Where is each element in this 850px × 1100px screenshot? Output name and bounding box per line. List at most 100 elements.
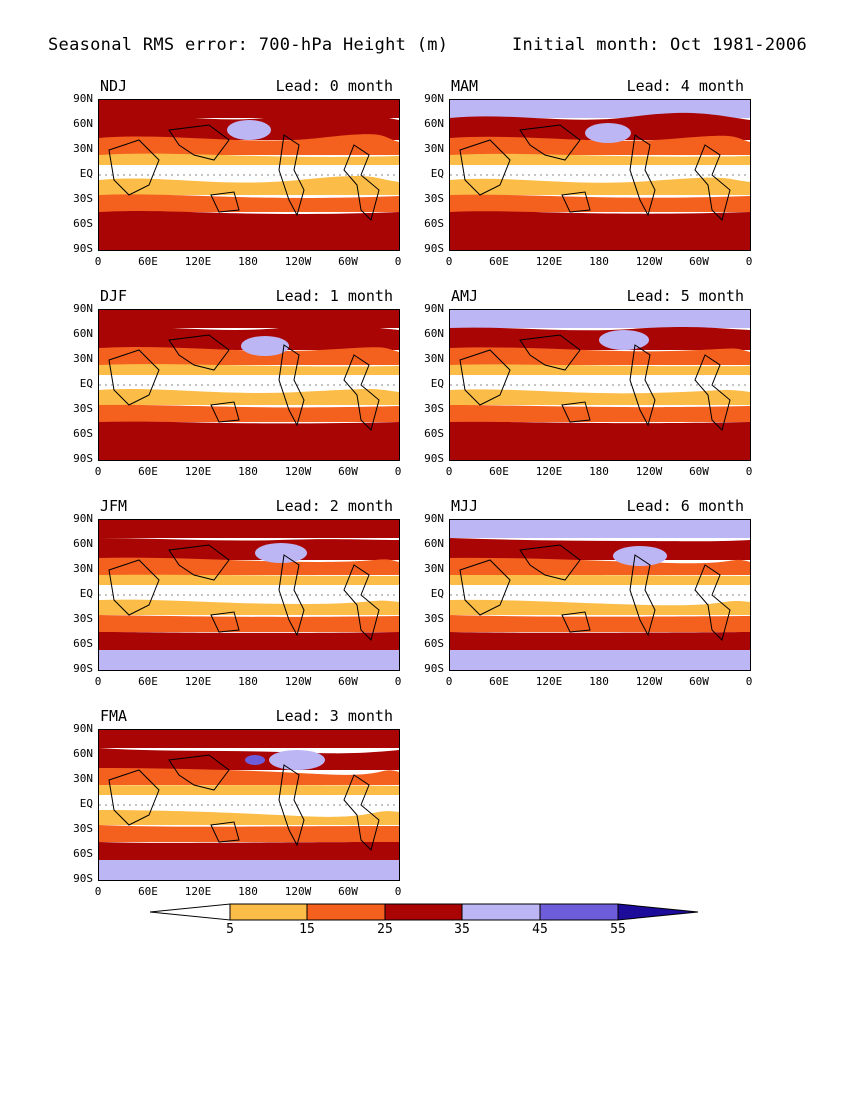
lat-tick-label: 30S: [73, 192, 93, 205]
lat-tick-label: 30S: [424, 192, 444, 205]
lat-tick-label: 30S: [424, 402, 444, 415]
lon-tick-label: 180: [238, 465, 258, 478]
lon-tick-label: 60E: [138, 675, 158, 688]
colorbar-label-25: 25: [377, 922, 393, 937]
map-panel-djf: [98, 309, 400, 461]
lat-tick-label: 60N: [73, 747, 93, 760]
panel-season-label: NDJ: [100, 77, 128, 95]
colorbar-label-15: 15: [299, 922, 315, 937]
lon-tick-label: 60E: [138, 255, 158, 268]
lat-tick-label: 90N: [73, 722, 93, 735]
lat-tick-label: 30N: [73, 772, 93, 785]
lon-tick-label: 0: [94, 255, 102, 268]
lat-tick-label: 90S: [73, 452, 93, 465]
map-field: [450, 520, 750, 670]
lat-tick-label: 90N: [73, 92, 93, 105]
lat-tick-label: 90S: [73, 242, 93, 255]
lat-tick-label: EQ: [430, 587, 444, 600]
lat-tick-label: 60N: [73, 117, 93, 130]
lon-tick-label: 180: [589, 675, 609, 688]
lat-tick-label: EQ: [79, 797, 93, 810]
panel-season-label: MJJ: [451, 497, 479, 515]
lat-tick-label: 90S: [424, 242, 444, 255]
lat-tick-label: 60S: [424, 637, 444, 650]
lat-tick-label: 60N: [424, 537, 444, 550]
lat-tick-label: 30S: [73, 612, 93, 625]
lon-tick-label: 120E: [184, 885, 212, 898]
lon-tick-label: 60W: [338, 885, 358, 898]
lon-tick-label: 0: [394, 465, 402, 478]
lat-tick-label: 30N: [424, 142, 444, 155]
lon-tick-label: 0: [394, 675, 402, 688]
lon-tick-label: 120W: [284, 255, 312, 268]
lat-tick-label: 30S: [424, 612, 444, 625]
lon-tick-label: 120W: [635, 675, 663, 688]
lon-tick-label: 120E: [535, 675, 563, 688]
lat-tick-label: 90N: [73, 302, 93, 315]
map-field: [99, 100, 399, 250]
panel-season-label: JFM: [100, 497, 128, 515]
lon-tick-label: 0: [445, 255, 453, 268]
lon-tick-label: 120W: [284, 885, 312, 898]
lat-tick-label: 30S: [73, 402, 93, 415]
colorbar-label-5: 5: [226, 922, 234, 937]
map-panel-jfm: [98, 519, 400, 671]
lat-tick-label: 90S: [73, 662, 93, 675]
lat-tick-label: 60N: [424, 327, 444, 340]
lat-tick-label: EQ: [430, 167, 444, 180]
lon-tick-label: 0: [445, 465, 453, 478]
lon-tick-label: 120W: [635, 465, 663, 478]
lat-tick-label: 30N: [424, 352, 444, 365]
lat-tick-label: 60S: [73, 847, 93, 860]
colorbar-45-55: [539, 903, 619, 921]
map-field: [99, 730, 399, 880]
figure-title: Seasonal RMS error: 700-hPa Height (m): [48, 35, 449, 55]
lon-tick-label: 60W: [338, 255, 358, 268]
lat-tick-label: 60S: [73, 217, 93, 230]
lat-tick-label: 60N: [73, 327, 93, 340]
lat-tick-label: 60N: [424, 117, 444, 130]
lon-tick-label: 120E: [535, 255, 563, 268]
map-panel-fma: [98, 729, 400, 881]
panel-lead-label: Lead: 4 month: [626, 77, 744, 95]
lat-tick-label: 90N: [424, 302, 444, 315]
lat-tick-label: EQ: [79, 167, 93, 180]
lat-tick-label: EQ: [430, 377, 444, 390]
map-panel-amj: [449, 309, 751, 461]
lon-tick-label: 120E: [184, 465, 212, 478]
lat-tick-label: 90N: [424, 92, 444, 105]
panel-lead-label: Lead: 6 month: [626, 497, 744, 515]
lon-tick-label: 120E: [535, 465, 563, 478]
lat-tick-label: 60S: [424, 217, 444, 230]
lon-tick-label: 0: [745, 675, 753, 688]
colorbar-15-25: [306, 903, 386, 921]
lon-tick-label: 60E: [489, 255, 509, 268]
lon-tick-label: 60E: [489, 465, 509, 478]
map-panel-mam: [449, 99, 751, 251]
colorbar-label-35: 35: [454, 922, 470, 937]
lat-tick-label: 30S: [73, 822, 93, 835]
map-field: [99, 310, 399, 460]
lat-tick-label: 90N: [73, 512, 93, 525]
lon-tick-label: 180: [238, 675, 258, 688]
panel-season-label: AMJ: [451, 287, 479, 305]
colorbar-label-55: 55: [610, 922, 626, 937]
lon-tick-label: 0: [394, 885, 402, 898]
map-panel-ndj: [98, 99, 400, 251]
colorbar-svg: [149, 903, 699, 921]
lat-tick-label: EQ: [79, 377, 93, 390]
lat-tick-label: 30N: [73, 142, 93, 155]
lon-tick-label: 180: [589, 255, 609, 268]
panel-season-label: FMA: [100, 707, 128, 725]
lon-tick-label: 120E: [184, 255, 212, 268]
lon-tick-label: 0: [394, 255, 402, 268]
lon-tick-label: 60W: [689, 255, 709, 268]
lon-tick-label: 0: [445, 675, 453, 688]
lon-tick-label: 60E: [489, 675, 509, 688]
initial-month-title: Initial month: Oct 1981-2006: [512, 35, 807, 55]
lon-tick-label: 60W: [338, 675, 358, 688]
lon-tick-label: 60W: [689, 465, 709, 478]
panel-lead-label: Lead: 0 month: [275, 77, 393, 95]
lon-tick-label: 60E: [138, 885, 158, 898]
lon-tick-label: 0: [745, 255, 753, 268]
